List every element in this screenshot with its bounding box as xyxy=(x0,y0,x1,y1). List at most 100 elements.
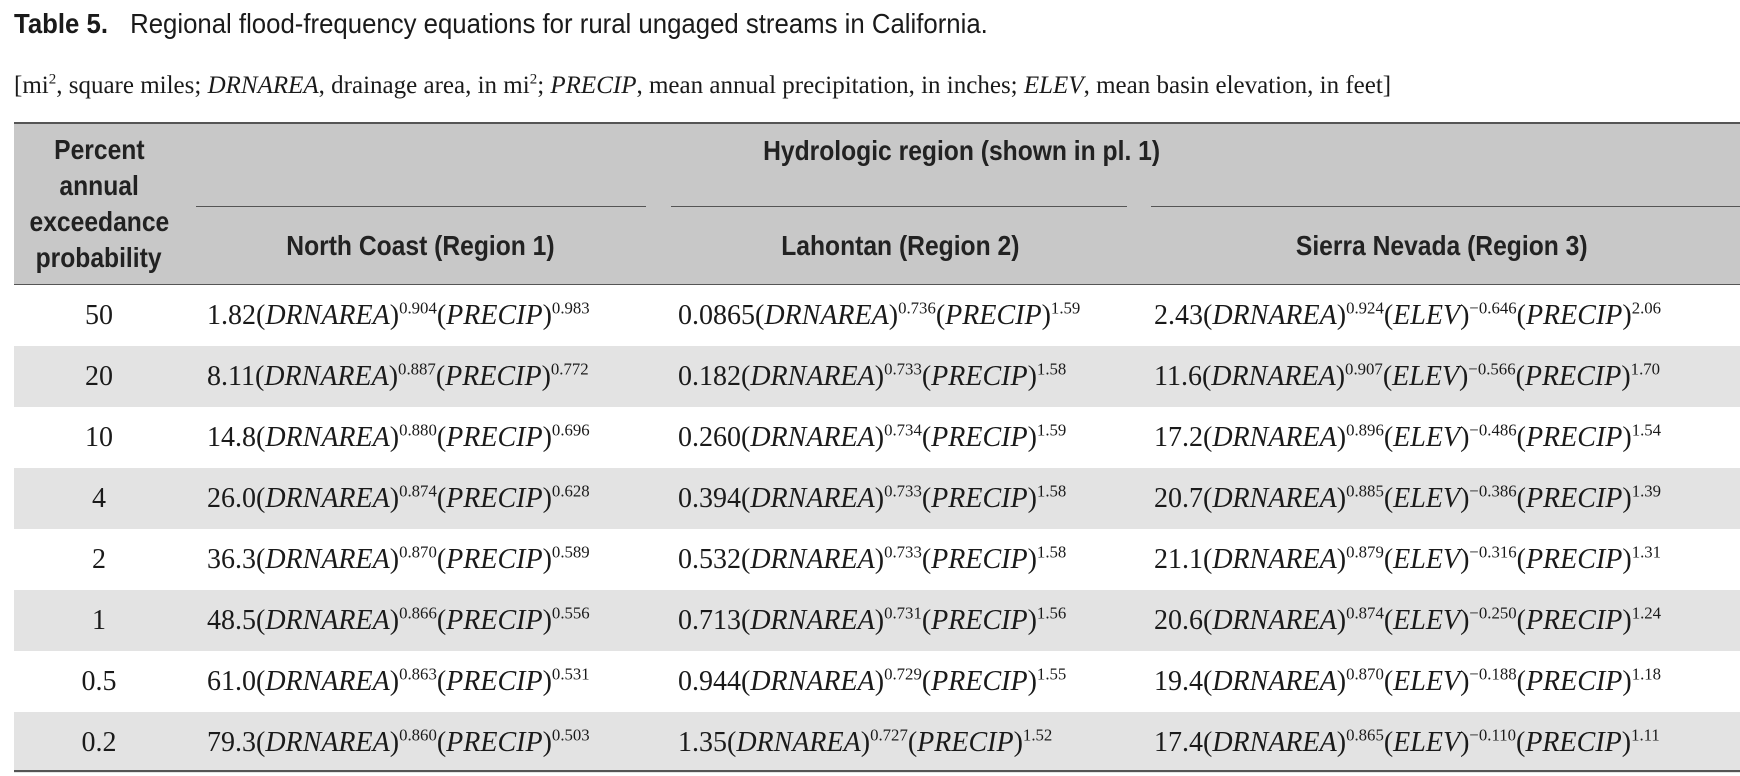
variable-precip: PRECIP xyxy=(1525,727,1622,758)
variable-drnarea: DRNAREA xyxy=(265,605,390,636)
equation-cell-r1: 61.0(DRNAREA)0.863(PRECIP)0.531 xyxy=(207,664,590,697)
probability-cell: 2 xyxy=(92,544,106,575)
exponent: 1.56 xyxy=(1036,603,1067,623)
exponent: 1.55 xyxy=(1036,664,1067,684)
coefficient: 20.6 xyxy=(1154,605,1203,636)
coefficient: 0.394 xyxy=(678,483,741,514)
table-number: Table 5. xyxy=(14,8,109,39)
equation-cell-r3: 20.6(DRNAREA)0.874(ELEV)−0.250(PRECIP)1.… xyxy=(1154,603,1662,636)
table-row: 20 8.11(DRNAREA)0.887(PRECIP)0.772 0.182(D… xyxy=(14,346,1740,407)
variable-precip: PRECIP xyxy=(1524,361,1622,392)
variable-elev: ELEV xyxy=(1393,544,1461,575)
equation-cell-r3: 21.1(DRNAREA)0.879(ELEV)−0.316(PRECIP)1.… xyxy=(1154,542,1662,575)
header-region-3: Sierra Nevada (Region 3) xyxy=(1144,208,1740,284)
variable-elev: ELEV xyxy=(1392,361,1460,392)
coefficient: 0.182 xyxy=(678,361,741,392)
note-text: , mean annual precipitation, in inches; xyxy=(636,72,1024,99)
exponent: 0.924 xyxy=(1346,298,1384,318)
exponent: 0.874 xyxy=(399,481,437,501)
variable-precip: PRECIP xyxy=(446,544,543,575)
table-header xyxy=(14,124,1740,284)
header-group-rule xyxy=(196,206,646,207)
equation-cell-r1: 26.0(DRNAREA)0.874(PRECIP)0.628 xyxy=(207,481,590,514)
coefficient: 61.0 xyxy=(207,666,256,697)
header-bottom-rule xyxy=(14,284,1740,285)
coefficient: 0.713 xyxy=(678,605,741,636)
variable-precip: PRECIP xyxy=(445,361,542,392)
variable-precip: PRECIP xyxy=(446,300,543,331)
equation-cell-r2: 0.260(DRNAREA)0.734(PRECIP)1.59 xyxy=(678,420,1067,453)
equation-cell-r2: 0.532(DRNAREA)0.733(PRECIP)1.58 xyxy=(678,542,1067,575)
variable-precip: PRECIP xyxy=(1525,300,1623,331)
variable-precip: PRECIP xyxy=(1525,544,1623,575)
variable-precip: PRECIP xyxy=(931,422,1028,453)
equation-cell-r1: 1.82(DRNAREA)0.904(PRECIP)0.983 xyxy=(207,298,590,331)
probability-cell: 0.5 xyxy=(81,666,117,697)
exponent: 0.863 xyxy=(399,664,437,684)
equation-cell-r2: 0.394(DRNAREA)0.733(PRECIP)1.58 xyxy=(678,481,1067,514)
header-hydrologic-region: Hydrologic region (shown in pl. 1) xyxy=(184,124,1740,178)
variable-precip: PRECIP xyxy=(1525,605,1623,636)
header-probability: Percent annual exceedance probability xyxy=(14,124,184,284)
flood-frequency-table: Percent annual exceedance probability Hy… xyxy=(14,122,1740,773)
variable-precip: PRECIP xyxy=(446,422,543,453)
coefficient: 0.944 xyxy=(678,666,741,697)
exponent: 0.736 xyxy=(898,298,936,318)
table-top-rule xyxy=(14,122,1740,124)
coefficient: 1.35 xyxy=(678,727,727,758)
equation-cell-r2: 0.182(DRNAREA)0.733(PRECIP)1.58 xyxy=(678,359,1067,392)
exponent: 1.70 xyxy=(1630,359,1661,379)
header-group-label: Hydrologic region (shown in pl. 1) xyxy=(763,135,1161,166)
exponent: 1.59 xyxy=(1036,420,1067,440)
variable-drnarea: DRNAREA xyxy=(1212,727,1337,758)
header-group-rule xyxy=(1151,206,1740,207)
variable-precip: PRECIP xyxy=(931,361,1028,392)
exponent: 1.58 xyxy=(1036,359,1067,379)
variable-precip: PRECIP xyxy=(446,666,543,697)
variable-drnarea: DRNAREA xyxy=(1212,422,1337,453)
exponent: 0.727 xyxy=(870,725,908,745)
coefficient: 79.3 xyxy=(207,727,256,758)
variable-precip: PRECIP xyxy=(931,666,1028,697)
equation-cell-r2: 0.944(DRNAREA)0.729(PRECIP)1.55 xyxy=(678,664,1067,697)
exponent: 1.58 xyxy=(1036,481,1067,501)
variable-drnarea: DRNAREA xyxy=(265,300,390,331)
equation-cell-r3: 17.4(DRNAREA)0.865(ELEV)−0.110(PRECIP)1.… xyxy=(1154,725,1660,758)
variable-drnarea: DRNAREA xyxy=(1212,544,1337,575)
coefficient: 21.1 xyxy=(1154,544,1203,575)
equation-cell-r2: 0.0865(DRNAREA)0.736(PRECIP)1.59 xyxy=(678,298,1081,331)
exponent: 0.880 xyxy=(399,420,437,440)
variable-drnarea: DRNAREA xyxy=(750,483,875,514)
variable-drnarea: DRNAREA xyxy=(264,361,389,392)
abbreviations-note: [mi2, square miles; DRNAREA, drainage ar… xyxy=(14,66,1391,106)
exponent: 1.24 xyxy=(1631,603,1662,623)
variable-precip: PRECIP xyxy=(931,483,1028,514)
probability-cell: 10 xyxy=(85,422,113,453)
variable-drnarea: DRNAREA xyxy=(750,666,875,697)
exponent: 0.904 xyxy=(399,298,437,318)
variable-precip: PRECIP xyxy=(446,483,543,514)
table-caption: Regional flood-frequency equations for r… xyxy=(130,8,988,39)
table-row: 10 14.8(DRNAREA)0.880(PRECIP)0.696 0.260(D… xyxy=(14,407,1740,468)
exponent: −0.316 xyxy=(1469,542,1517,562)
table-row: 1 48.5(DRNAREA)0.866(PRECIP)0.556 0.713(DR… xyxy=(14,590,1740,651)
variable-elev: ELEV xyxy=(1393,605,1461,636)
equation-cell-r3: 17.2(DRNAREA)0.896(ELEV)−0.486(PRECIP)1.… xyxy=(1154,420,1662,453)
coefficient: 8.11 xyxy=(207,361,255,392)
table-bottom-rule xyxy=(14,770,1740,772)
exponent: 0.983 xyxy=(551,298,590,318)
exponent: 1.18 xyxy=(1631,664,1662,684)
variable-elev: ELEV xyxy=(1393,666,1461,697)
exponent: 0.874 xyxy=(1346,603,1384,623)
exponent: −0.646 xyxy=(1469,298,1517,318)
header-probability-line: annual xyxy=(59,170,139,201)
variable-precip: PRECIP xyxy=(917,727,1014,758)
table-row: 4 26.0(DRNAREA)0.874(PRECIP)0.628 0.394(DR… xyxy=(14,468,1740,529)
variable-drnarea: DRNAREA xyxy=(265,544,390,575)
exponent: 0.731 xyxy=(884,603,922,623)
exponent: 0.733 xyxy=(884,542,922,562)
exponent: 0.733 xyxy=(884,481,922,501)
exponent: 1.59 xyxy=(1050,298,1081,318)
equation-cell-r1: 14.8(DRNAREA)0.880(PRECIP)0.696 xyxy=(207,420,590,453)
equation-cell-r2: 0.713(DRNAREA)0.731(PRECIP)1.56 xyxy=(678,603,1067,636)
